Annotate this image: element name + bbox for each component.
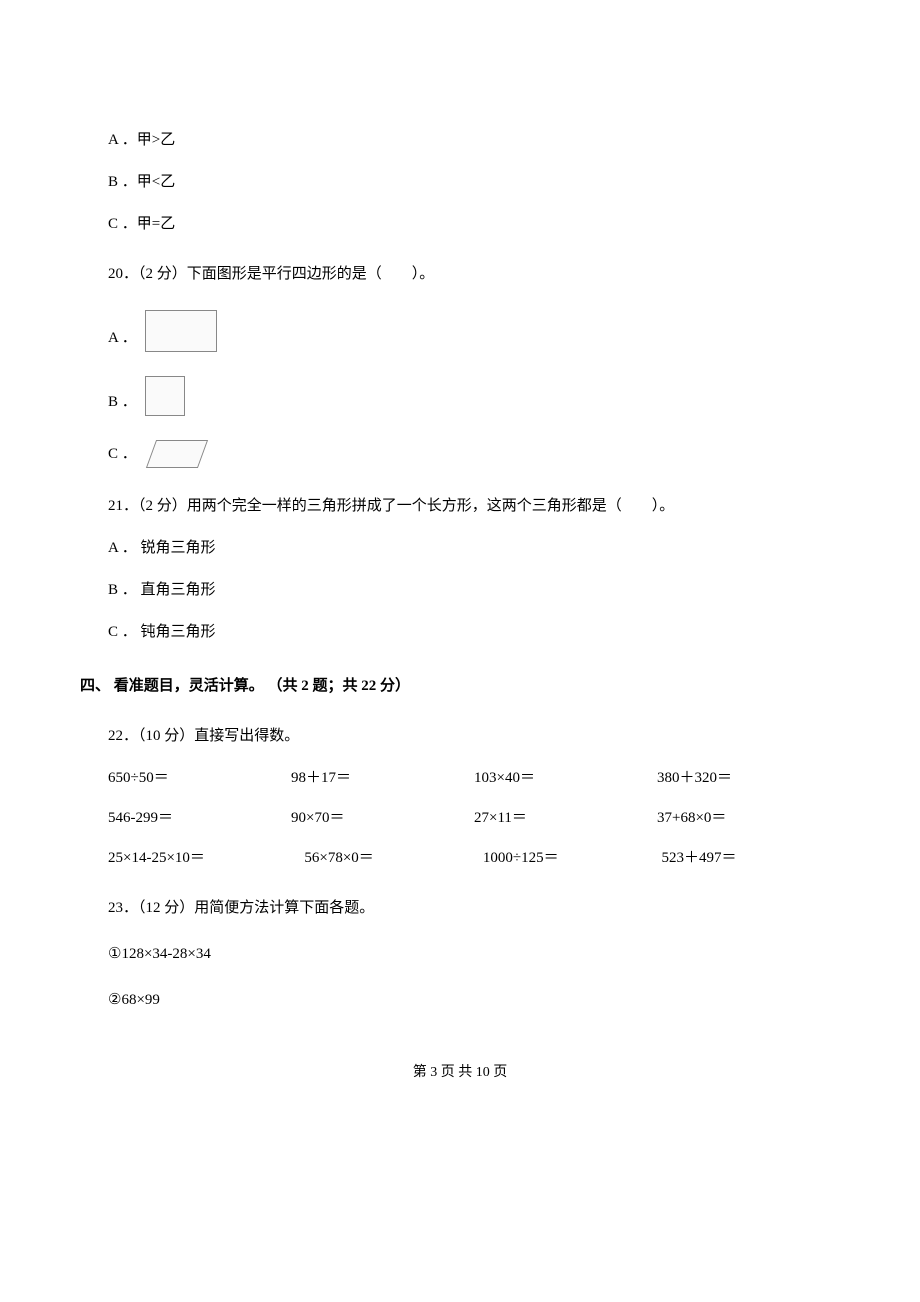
q20-option-c-label: C ． xyxy=(108,442,137,468)
q23-item-2: ②68×99 xyxy=(108,988,840,1012)
q22-r3-c2: 56×78×0＝ xyxy=(304,846,483,870)
q22-r2-c2: 90×70＝ xyxy=(291,806,474,830)
q22-r1-c1: 650÷50＝ xyxy=(108,766,291,790)
q22-r2-c1: 546-299＝ xyxy=(108,806,291,830)
q21-option-b: B ． 直角三角形 xyxy=(108,578,840,602)
q22-row1: 650÷50＝ 98＋17＝ 103×40＝ 380＋320＝ xyxy=(108,766,840,790)
q22-row2: 546-299＝ 90×70＝ 27×11＝ 37+68×0＝ xyxy=(108,806,840,830)
q21-text: 21．（2 分）用两个完全一样的三角形拼成了一个长方形，这两个三角形都是（ ）。 xyxy=(108,494,840,518)
q20-option-c-row: C ． xyxy=(108,440,840,468)
q22-r1-c3: 103×40＝ xyxy=(474,766,657,790)
q22-r3-c3: 1000÷125＝ xyxy=(483,846,662,870)
q22-r2-c3: 27×11＝ xyxy=(474,806,657,830)
q23-text: 23．（12 分）用简便方法计算下面各题。 xyxy=(108,896,840,920)
q20-option-b-row: B ． xyxy=(108,376,840,416)
q20-option-a-row: A ． xyxy=(108,310,840,352)
q23-item-1: ①128×34-28×34 xyxy=(108,942,840,966)
parallelogram-icon xyxy=(146,440,208,468)
q21-option-c: C ． 钝角三角形 xyxy=(108,620,840,644)
q19-option-b: B ．甲<乙 xyxy=(108,170,840,194)
q22-row3: 25×14-25×10＝ 56×78×0＝ 1000÷125＝ 523＋497＝ xyxy=(108,846,840,870)
q19-option-a: A ．甲>乙 xyxy=(108,128,840,152)
q22-r2-c4: 37+68×0＝ xyxy=(657,806,840,830)
q22-r3-c1: 25×14-25×10＝ xyxy=(108,846,304,870)
q21-option-a: A ． 锐角三角形 xyxy=(108,536,840,560)
section-4-header: 四、 看准题目，灵活计算。 （共 2 题；共 22 分） xyxy=(80,674,840,698)
square-icon xyxy=(145,376,185,416)
q22-text: 22．（10 分）直接写出得数。 xyxy=(108,724,840,748)
q20-text: 20．（2 分）下面图形是平行四边形的是（ ）。 xyxy=(108,262,840,286)
rectangle-icon xyxy=(145,310,217,352)
q22-r1-c4: 380＋320＝ xyxy=(657,766,840,790)
q22-r3-c4: 523＋497＝ xyxy=(661,846,840,870)
q19-option-c: C ．甲=乙 xyxy=(108,212,840,236)
q20-option-a-label: A ． xyxy=(108,326,137,352)
q22-r1-c2: 98＋17＝ xyxy=(291,766,474,790)
q20-option-b-label: B ． xyxy=(108,390,137,416)
page-footer: 第 3 页 共 10 页 xyxy=(80,1062,840,1084)
